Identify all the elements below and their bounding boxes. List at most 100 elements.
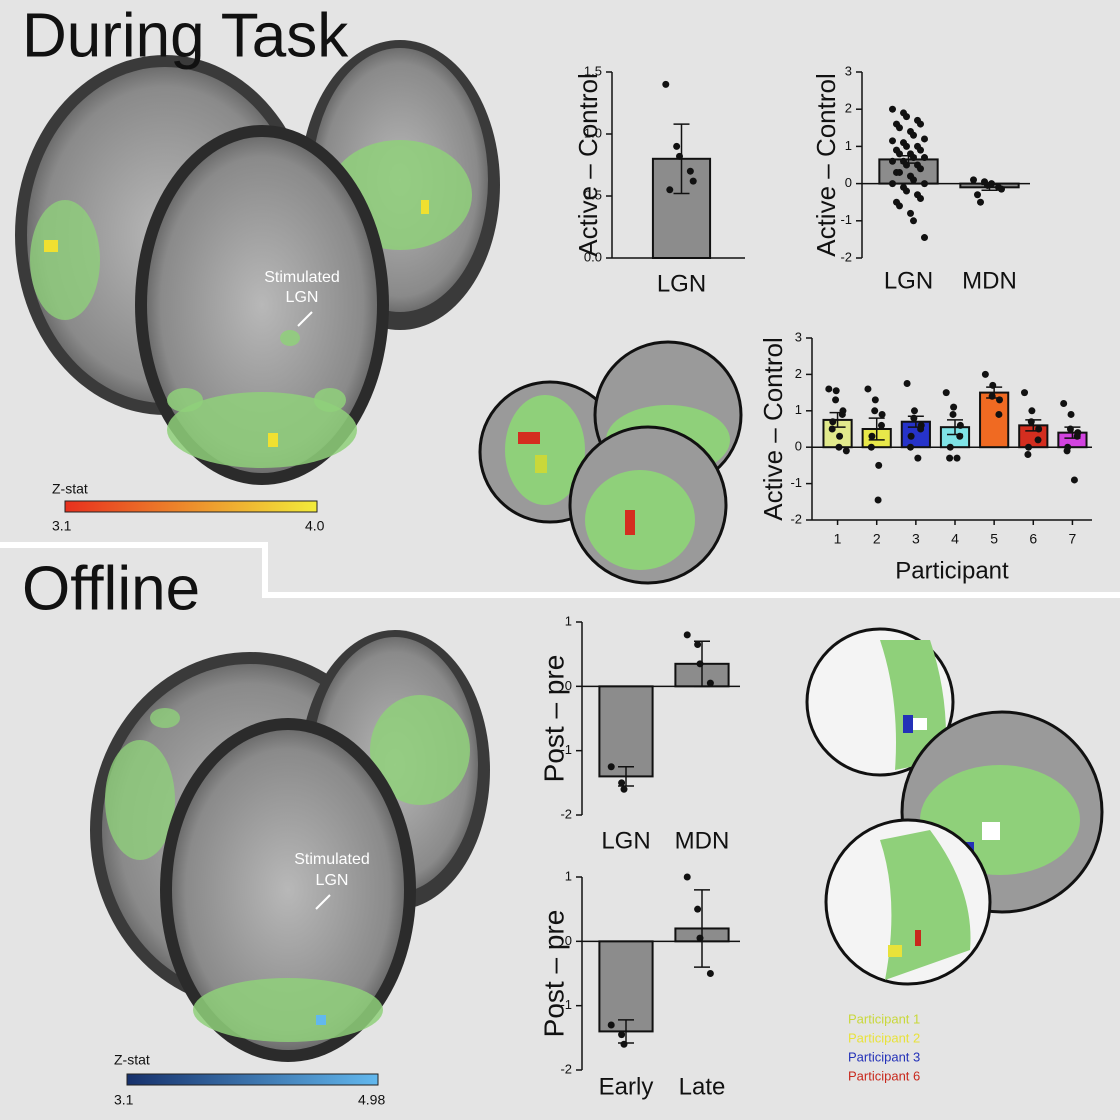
y-tick-label: -1	[560, 997, 572, 1012]
x-tick-label: LGN	[601, 827, 650, 854]
data-point	[910, 407, 918, 415]
brain-task	[15, 40, 500, 485]
data-point	[903, 161, 910, 169]
insets-task	[478, 340, 743, 585]
x-tick-label: Early	[599, 1073, 654, 1100]
colorbar-max: 4.0	[305, 518, 325, 534]
data-point	[981, 370, 989, 378]
data-point	[875, 461, 883, 469]
x-tick-label: LGN	[884, 267, 933, 294]
data-point	[896, 150, 904, 158]
y-tick-label: -1	[790, 475, 802, 490]
data-point	[1063, 447, 1071, 455]
data-point	[662, 80, 670, 88]
y-tick-label: 1	[565, 868, 572, 883]
data-point	[673, 142, 681, 150]
data-point	[829, 418, 837, 426]
y-axis-label: Active – Control	[811, 73, 841, 257]
data-point	[607, 763, 615, 771]
x-tick-label: 2	[873, 531, 881, 547]
x-tick-label: 6	[1029, 531, 1037, 547]
x-axis-label: Participant	[895, 557, 1009, 584]
data-point	[706, 970, 714, 977]
data-point	[920, 234, 928, 242]
data-point	[838, 410, 846, 418]
data-point	[1073, 432, 1081, 440]
legend-entry: Participant 1	[848, 1011, 920, 1026]
data-point	[1060, 400, 1068, 408]
heading: Offline	[22, 554, 200, 623]
data-point	[909, 217, 917, 225]
data-point	[832, 396, 840, 404]
data-point	[871, 396, 879, 404]
y-axis-label: Post – pre	[538, 655, 569, 783]
data-point	[877, 421, 885, 429]
data-point	[1024, 450, 1032, 458]
data-point	[997, 185, 1005, 193]
x-tick-label: 4	[951, 531, 959, 547]
data-point	[828, 425, 836, 433]
y-tick-label: -2	[560, 1061, 572, 1076]
bar	[979, 391, 1010, 449]
colorbar-min: 3.1	[114, 1092, 134, 1108]
colorbar-title: Z-stat	[114, 1052, 150, 1068]
data-point	[706, 679, 714, 687]
data-point	[825, 385, 833, 393]
heading: During Task	[22, 1, 349, 70]
data-point	[896, 168, 904, 176]
annotation: Stimulated	[294, 851, 370, 868]
data-point	[995, 410, 1003, 418]
data-point	[907, 432, 915, 440]
data-point	[878, 410, 886, 418]
data-point	[696, 934, 704, 942]
error-bar	[868, 417, 885, 441]
data-point	[896, 124, 904, 132]
data-point	[874, 496, 882, 504]
data-point	[977, 198, 985, 206]
data-point	[956, 432, 964, 440]
data-point	[970, 176, 978, 184]
data-point	[686, 167, 694, 175]
y-tick-label: -1	[560, 742, 572, 757]
y-tick-label: -2	[790, 511, 802, 526]
data-point	[689, 177, 697, 185]
data-point	[916, 120, 924, 128]
data-point	[953, 454, 961, 462]
data-point	[920, 154, 928, 162]
error-bar	[694, 889, 710, 968]
data-point	[666, 186, 674, 194]
colorbar-max: 4.98	[358, 1092, 385, 1108]
data-point	[889, 105, 897, 113]
data-point	[1034, 436, 1042, 444]
insets-offline	[805, 627, 1104, 986]
y-tick-label: 0.5	[584, 187, 602, 202]
y-tick-label: 1.5	[584, 63, 602, 78]
x-tick-label: MDN	[962, 267, 1017, 294]
annotation: LGN	[316, 872, 349, 889]
data-point	[696, 660, 704, 668]
y-tick-label: 3	[845, 63, 852, 78]
data-point	[1066, 425, 1074, 433]
bar	[598, 940, 654, 1033]
data-point	[917, 425, 925, 433]
data-point	[989, 381, 997, 389]
data-point	[1070, 476, 1078, 484]
data-point	[909, 176, 917, 184]
y-tick-label: 2	[845, 101, 852, 116]
data-point	[916, 165, 924, 173]
y-tick-label: 0	[565, 933, 572, 948]
y-tick-label: 0	[795, 439, 802, 454]
y-tick-label: 1.0	[584, 125, 602, 140]
data-point	[683, 873, 691, 881]
divider	[0, 542, 1120, 598]
data-point	[974, 191, 982, 199]
colorbar-min: 3.1	[52, 518, 72, 534]
bar	[598, 685, 654, 778]
data-point	[949, 410, 957, 418]
data-point	[916, 194, 924, 202]
data-point	[903, 380, 911, 387]
data-point	[914, 454, 922, 462]
y-tick-label: 3	[795, 329, 802, 344]
data-point	[683, 631, 691, 639]
